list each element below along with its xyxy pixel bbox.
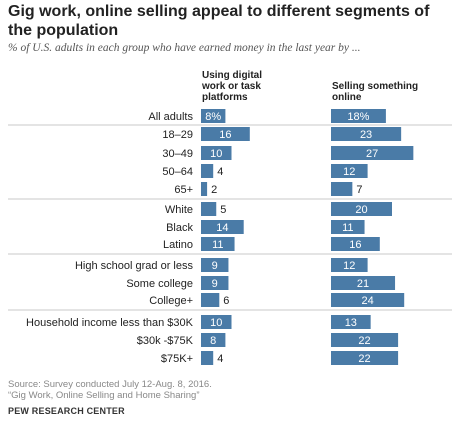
category-label: $30k -$75K <box>137 335 194 347</box>
series-2-value-label: 11 <box>342 222 353 234</box>
series-1-bar <box>201 315 232 329</box>
series-1-header-line-2: work or task <box>202 81 261 92</box>
category-label: Household income less than $30K <box>26 317 194 329</box>
category-label: Latino <box>163 239 193 251</box>
series-2-bar <box>331 146 414 160</box>
series-2-header-line-1: Selling something <box>332 81 419 92</box>
series-1-value-label: 16 <box>219 129 231 141</box>
category-label: 65+ <box>174 184 193 196</box>
series-2-value-label: 22 <box>358 335 370 347</box>
series-2-value-label: 24 <box>361 295 373 307</box>
series-1-value-label: 10 <box>210 148 222 160</box>
series-1-bar <box>201 146 232 160</box>
series-2-bar <box>331 182 353 196</box>
series-1-value-label: 8 <box>210 335 216 347</box>
series-2-value-label: 22 <box>358 353 370 365</box>
category-label: White <box>165 204 193 216</box>
series-1-bar <box>201 164 214 178</box>
series-1-bar <box>201 182 208 196</box>
series-1-value-label: 14 <box>216 222 228 234</box>
category-label: 30–49 <box>162 148 193 160</box>
series-2-value-label: 18% <box>347 111 369 123</box>
series-1-value-label: 6 <box>223 295 229 307</box>
series-1-value-label: 10 <box>210 317 222 329</box>
series-1-value-label: 9 <box>212 260 218 272</box>
series-2-header: Selling something online <box>332 81 418 103</box>
series-1-header: Using digital work or task platforms <box>202 70 262 103</box>
series-2-bar <box>331 333 399 347</box>
series-1-bar <box>201 351 214 365</box>
series-1-value-label: 8% <box>205 111 221 123</box>
series-2-value-label: 13 <box>345 317 357 329</box>
series-1-bar <box>201 220 244 234</box>
series-2-bar <box>331 202 392 216</box>
source-line-2: “Gig Work, Online Selling and Home Shari… <box>8 390 200 401</box>
category-label: 50–64 <box>162 166 193 178</box>
series-2-bar <box>331 276 396 290</box>
series-2-bar <box>331 351 399 365</box>
series-2-value-label: 21 <box>357 278 369 290</box>
source-line-1: Source: Survey conducted July 12-Aug. 8,… <box>8 379 212 390</box>
series-2-bar <box>331 293 405 307</box>
series-1-value-label: 11 <box>212 239 223 251</box>
series-1-value-label: 4 <box>217 353 223 365</box>
series-2-bar <box>331 109 386 123</box>
series-2-header-line-2: online <box>332 92 362 103</box>
category-label: Black <box>166 222 193 234</box>
series-2-bar <box>331 258 368 272</box>
series-1-header-line-1: Using digital <box>202 70 262 81</box>
series-2-value-label: 23 <box>360 129 372 141</box>
series-1-value-label: 4 <box>217 166 223 178</box>
series-1-bar <box>201 333 226 347</box>
pew-research-center-brand: PEW RESEARCH CENTER <box>8 406 125 416</box>
chart-title: Gig work, online selling appeal to diffe… <box>8 3 430 39</box>
series-2-value-label: 12 <box>343 166 355 178</box>
series-2-bar <box>331 127 402 141</box>
series-1-value-label: 9 <box>212 278 218 290</box>
series-1-bar <box>201 109 226 123</box>
series-2-value-label: 7 <box>356 184 362 196</box>
series-2-bar <box>331 237 380 251</box>
series-2-value-label: 16 <box>349 239 361 251</box>
category-label: All adults <box>148 111 193 123</box>
series-1-bar <box>201 202 217 216</box>
category-label: High school grad or less <box>75 260 194 272</box>
series-1-bar <box>201 293 220 307</box>
series-2-value-label: 12 <box>343 260 355 272</box>
series-2-bar <box>331 164 368 178</box>
category-label: $75K+ <box>161 353 193 365</box>
source-note: Source: Survey conducted July 12-Aug. 8,… <box>8 379 212 401</box>
series-1-bar <box>201 237 235 251</box>
chart-subtitle: % of U.S. adults in each group who have … <box>8 42 361 54</box>
series-1-bar <box>201 276 229 290</box>
series-1-value-label: 5 <box>220 204 226 216</box>
series-1-bar <box>201 258 229 272</box>
series-1-bar <box>201 127 250 141</box>
series-2-bar <box>331 315 371 329</box>
series-2-value-label: 27 <box>366 148 378 160</box>
series-1-value-label: 2 <box>211 184 217 196</box>
category-label: College+ <box>149 295 193 307</box>
series-2-value-label: 20 <box>355 204 367 216</box>
category-label: 18–29 <box>162 129 193 141</box>
category-label: Some college <box>126 278 193 290</box>
series-2-bar <box>331 220 365 234</box>
series-1-header-line-3: platforms <box>202 92 248 103</box>
